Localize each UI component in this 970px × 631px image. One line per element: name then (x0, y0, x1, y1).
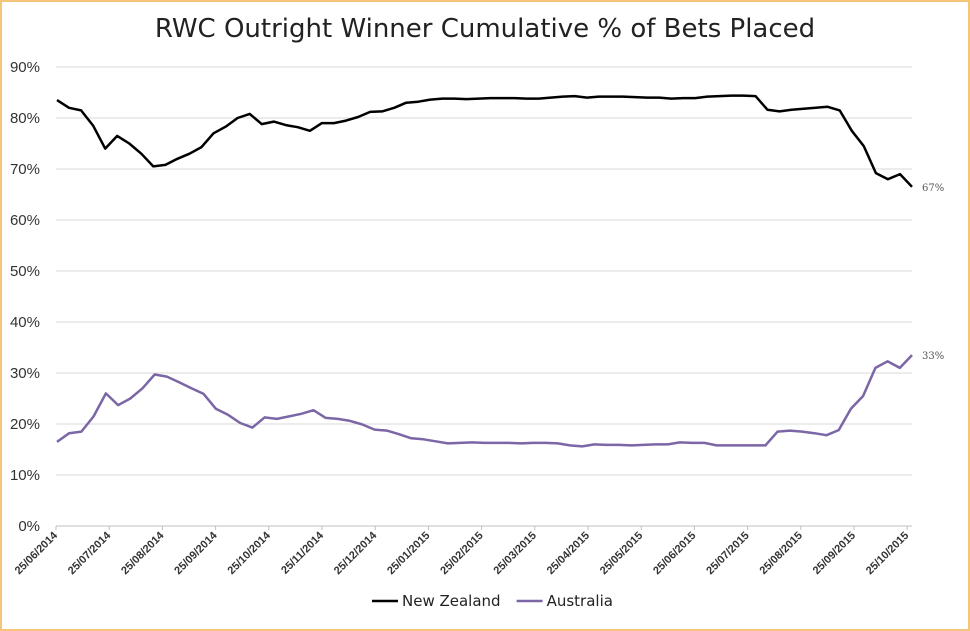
x-tick-label: 25/10/2014 (226, 529, 274, 577)
y-tick-label: 10% (10, 467, 40, 484)
x-tick-label: 25/10/2015 (864, 530, 911, 577)
y-tick-label: 30% (10, 365, 40, 382)
x-tick-label: 25/04/2015 (545, 530, 592, 577)
y-axis: 0% 10% 20% 30% 40% 50% 60% 70% 80% 90% (10, 59, 40, 535)
y-tick-label: 90% (10, 59, 40, 76)
series-line-new-zealand (56, 94, 913, 188)
x-axis: 25/06/2014 25/07/2014 25/08/2014 25/09/2014… (13, 526, 911, 577)
series-lines (56, 94, 913, 448)
x-tick-label: 25/01/2015 (385, 530, 432, 577)
gridlines (56, 66, 912, 527)
x-tick-label: 25/03/2015 (492, 530, 539, 577)
x-tick-label: 25/11/2014 (279, 529, 327, 577)
x-tick-label: 25/06/2014 (13, 529, 61, 577)
y-tick-label: 80% (10, 110, 40, 127)
x-tick-label: 25/09/2014 (172, 529, 220, 577)
end-data-label: 33% (922, 351, 944, 362)
x-tick-label: 25/08/2014 (119, 529, 167, 577)
x-tick-label: 25/07/2015 (704, 530, 751, 577)
y-tick-label: 0% (18, 518, 40, 535)
x-tick-label: 25/09/2015 (811, 530, 858, 577)
x-tick-label: 25/06/2015 (651, 530, 698, 577)
chart-title: RWC Outright Winner Cumulative % of Bets… (154, 14, 816, 44)
y-tick-label: 50% (10, 263, 40, 280)
series-line-australia (56, 354, 913, 448)
x-tick-label: 25/08/2015 (758, 530, 805, 577)
x-tick-label: 25/05/2015 (598, 530, 645, 577)
y-tick-label: 60% (10, 212, 40, 229)
x-tick-label: 25/07/2014 (66, 529, 114, 577)
y-tick-label: 20% (10, 416, 40, 433)
legend-label: Australia (547, 592, 613, 610)
legend: New Zealand Australia (372, 592, 613, 610)
end-labels: 67% 33% (922, 183, 944, 362)
legend-label: New Zealand (402, 592, 501, 610)
x-tick-label: 25/12/2014 (332, 529, 380, 577)
x-tick-label: 25/02/2015 (438, 530, 485, 577)
y-tick-label: 70% (10, 161, 40, 178)
end-data-label: 67% (922, 183, 944, 194)
y-tick-label: 40% (10, 314, 40, 331)
